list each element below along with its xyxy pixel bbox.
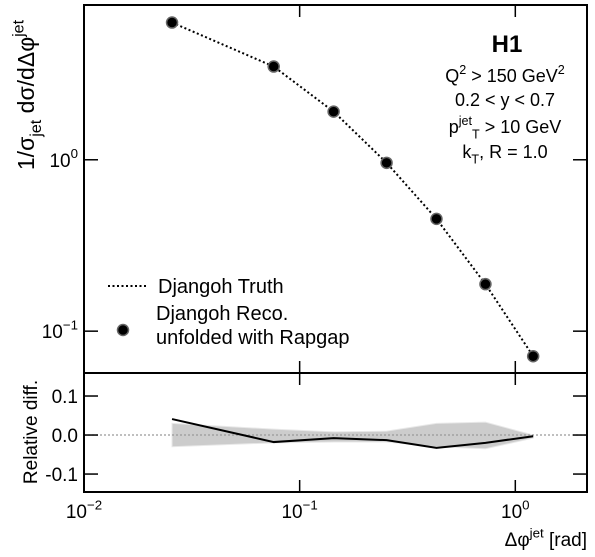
tick-exp: −1 <box>63 318 78 333</box>
x-axis-title: Δφjet [rad] <box>505 525 587 551</box>
data-point <box>430 212 443 226</box>
tick-label: 10−1 <box>42 318 78 344</box>
y-axis-title: 1/σjet dσ/dΔφjet <box>10 19 45 170</box>
y-axis-title-part: dσ/dΔφ <box>13 37 39 120</box>
x-axis-title-part: Δφ <box>505 530 530 551</box>
y-axis-title-part: 1/σ <box>13 137 39 170</box>
tick-base: 10 <box>281 502 302 523</box>
data-point <box>327 105 340 118</box>
tick-base: 10 <box>42 322 63 343</box>
legend-entry: Djangoh Reco. unfolded with Rapgap <box>156 303 350 349</box>
data-point <box>165 16 179 29</box>
tick-label: 10−1 <box>281 497 317 523</box>
annotation-part: > 150 GeV <box>466 66 558 86</box>
legend-label: Djangoh Reco. unfolded with Rapgap <box>156 303 350 349</box>
annotation: pjetT > 10 GeV <box>449 114 562 141</box>
data-point <box>526 349 540 363</box>
annotation-part: k <box>462 142 472 162</box>
data-point <box>479 277 492 291</box>
y-axis-title-part: jet <box>10 19 28 38</box>
x-axis-title-part: jet <box>529 525 544 540</box>
tick-label: 10−2 <box>66 497 102 523</box>
tick-exp: −1 <box>303 497 318 512</box>
annotation: 0.2 < y < 0.7 <box>455 90 555 110</box>
annotation-part: , R = 1.0 <box>479 142 548 162</box>
annotation-part: T <box>472 127 480 141</box>
y-axis-title-part: jet <box>27 119 45 138</box>
y-axis-title: Relative diff. <box>21 380 42 484</box>
tick-label: 100 <box>49 146 78 172</box>
annotation: Q2 > 150 GeV2 <box>445 63 565 86</box>
x-axis-title-part: [rad] <box>544 530 587 551</box>
data-line <box>171 418 534 449</box>
legend-marker <box>116 323 130 337</box>
y-tick-label: 0.1 <box>52 387 78 408</box>
annotation-part: > 10 GeV <box>480 117 562 137</box>
tick-exp: −2 <box>87 497 102 512</box>
plot-frame <box>83 372 588 493</box>
tick-label: 100 <box>501 497 530 523</box>
annotation: kT, R = 1.0 <box>462 142 547 166</box>
annotation-part: 2 <box>459 63 466 77</box>
annotation-part: jet <box>458 114 473 128</box>
annotation-part: T <box>471 152 479 166</box>
annotation-part: p <box>449 117 459 137</box>
tick-base: 10 <box>501 502 522 523</box>
tick-exp: 0 <box>71 146 78 161</box>
legend-label: Djangoh Truth <box>158 276 284 298</box>
y-tick-label: 0.0 <box>52 426 78 447</box>
annotation-part: 2 <box>558 63 565 77</box>
annotation-part: Q <box>445 66 459 86</box>
tick-base: 10 <box>49 151 70 172</box>
tick-base: 10 <box>66 502 87 523</box>
y-axis-title-part: Relative diff. <box>21 380 42 484</box>
data-point <box>267 60 280 73</box>
logo: H1 <box>492 31 523 58</box>
y-tick-label: -0.1 <box>45 465 78 486</box>
data-point <box>380 156 393 170</box>
tick-exp: 0 <box>522 497 529 512</box>
annotation-part: 0.2 < y < 0.7 <box>455 90 555 110</box>
